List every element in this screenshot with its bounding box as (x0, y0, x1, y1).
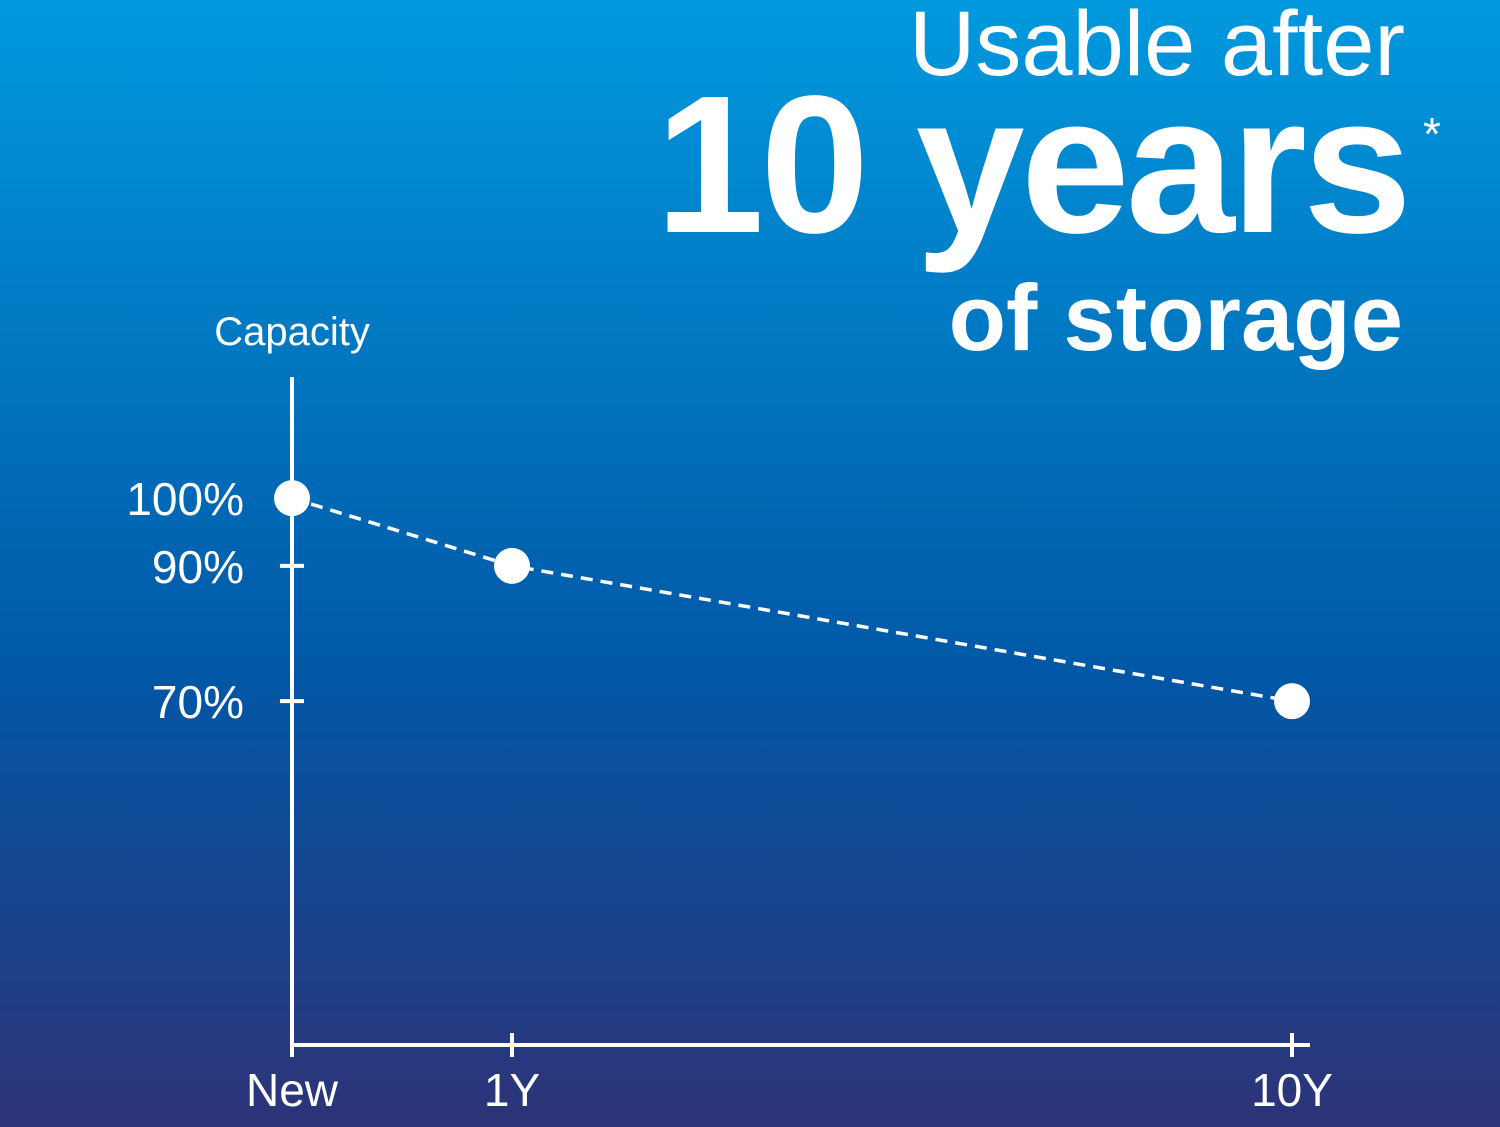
x-tick-label: New (246, 1064, 339, 1116)
title-marker: * (1423, 108, 1441, 160)
data-point (274, 480, 310, 517)
title: Usable after (909, 0, 1405, 95)
x-tick-label: 1Y (484, 1064, 540, 1116)
y-tick-label: 70% (152, 676, 244, 728)
y-tick-label: 90% (152, 541, 244, 593)
title-emphasis: 10 years (655, 55, 1408, 274)
subtitle: of storage (949, 265, 1403, 370)
y-axis-label: Capacity (214, 310, 370, 354)
x-tick-label: 10Y (1251, 1064, 1333, 1116)
y-tick-label: 100% (126, 473, 244, 525)
data-point (1274, 683, 1310, 720)
data-point (494, 547, 530, 584)
